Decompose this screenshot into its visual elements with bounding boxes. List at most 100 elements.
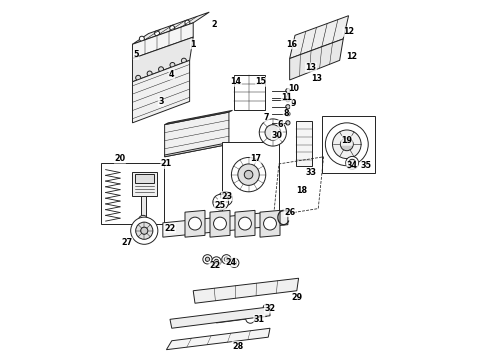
- Polygon shape: [235, 210, 255, 237]
- Circle shape: [214, 217, 226, 230]
- Circle shape: [222, 195, 229, 202]
- Circle shape: [205, 257, 210, 261]
- Circle shape: [286, 96, 290, 100]
- Text: 13: 13: [306, 63, 317, 72]
- Circle shape: [230, 258, 239, 267]
- Text: 35: 35: [361, 161, 372, 170]
- Polygon shape: [132, 12, 209, 44]
- Circle shape: [341, 138, 353, 151]
- Circle shape: [214, 259, 219, 264]
- Circle shape: [263, 304, 270, 311]
- Text: 30: 30: [271, 131, 283, 140]
- Polygon shape: [132, 23, 193, 59]
- Text: 31: 31: [254, 315, 265, 324]
- Circle shape: [212, 257, 221, 266]
- Text: 19: 19: [342, 136, 352, 145]
- Polygon shape: [290, 16, 348, 59]
- Text: 5: 5: [133, 50, 139, 59]
- Polygon shape: [165, 112, 229, 157]
- Text: 4: 4: [169, 70, 174, 79]
- Circle shape: [264, 217, 276, 230]
- Text: 16: 16: [286, 40, 297, 49]
- Bar: [234, 75, 265, 111]
- Circle shape: [348, 159, 356, 166]
- Circle shape: [185, 20, 190, 25]
- Circle shape: [286, 105, 290, 109]
- Circle shape: [136, 75, 141, 80]
- Text: 21: 21: [161, 159, 172, 168]
- Text: 2: 2: [212, 20, 218, 29]
- Text: 26: 26: [284, 208, 295, 217]
- Text: 13: 13: [311, 74, 322, 83]
- Text: 23: 23: [221, 192, 233, 201]
- Circle shape: [238, 164, 259, 185]
- Circle shape: [147, 71, 152, 76]
- Text: 11: 11: [281, 93, 293, 102]
- Text: 7: 7: [264, 113, 269, 122]
- Circle shape: [259, 119, 287, 146]
- Circle shape: [346, 157, 359, 169]
- Bar: [101, 163, 164, 224]
- Circle shape: [181, 58, 186, 63]
- Circle shape: [232, 261, 237, 265]
- Polygon shape: [193, 278, 298, 303]
- Polygon shape: [296, 121, 312, 166]
- Text: 29: 29: [291, 293, 302, 302]
- Circle shape: [265, 125, 281, 140]
- Text: 32: 32: [265, 304, 275, 313]
- Text: 18: 18: [296, 186, 308, 195]
- Circle shape: [245, 170, 253, 179]
- Polygon shape: [132, 37, 193, 82]
- Circle shape: [131, 217, 158, 244]
- Polygon shape: [165, 143, 229, 157]
- Circle shape: [139, 215, 148, 225]
- Text: 9: 9: [291, 99, 296, 108]
- Text: 14: 14: [231, 77, 242, 86]
- Circle shape: [170, 63, 175, 67]
- Text: 33: 33: [306, 168, 317, 177]
- Circle shape: [141, 227, 148, 234]
- Circle shape: [159, 67, 164, 72]
- Text: 6: 6: [278, 120, 284, 129]
- Text: 3: 3: [158, 97, 164, 106]
- Circle shape: [286, 89, 290, 93]
- Polygon shape: [217, 310, 268, 323]
- Polygon shape: [132, 60, 190, 123]
- Circle shape: [154, 31, 160, 36]
- Text: 12: 12: [346, 52, 358, 61]
- Polygon shape: [210, 210, 230, 237]
- Circle shape: [189, 217, 201, 230]
- Polygon shape: [163, 210, 288, 237]
- Circle shape: [231, 157, 266, 192]
- Circle shape: [286, 98, 290, 102]
- Text: 24: 24: [225, 258, 236, 267]
- Circle shape: [136, 222, 153, 239]
- Circle shape: [333, 130, 361, 158]
- Circle shape: [245, 314, 255, 323]
- Text: 8: 8: [283, 109, 289, 118]
- Text: 27: 27: [122, 238, 133, 247]
- Circle shape: [286, 121, 290, 125]
- Text: 22: 22: [164, 224, 175, 233]
- Polygon shape: [290, 39, 343, 80]
- Text: 15: 15: [256, 77, 267, 86]
- Text: 1: 1: [191, 40, 196, 49]
- Circle shape: [213, 194, 228, 210]
- Polygon shape: [260, 210, 280, 237]
- Text: 28: 28: [232, 342, 244, 351]
- Circle shape: [224, 257, 228, 261]
- Circle shape: [239, 217, 251, 230]
- Circle shape: [218, 192, 232, 206]
- Text: 10: 10: [288, 84, 299, 93]
- Circle shape: [325, 123, 368, 166]
- Text: 12: 12: [343, 27, 354, 36]
- Circle shape: [139, 36, 145, 41]
- Circle shape: [286, 112, 290, 116]
- Polygon shape: [222, 143, 279, 216]
- Text: 34: 34: [346, 161, 358, 170]
- Polygon shape: [185, 210, 205, 237]
- Text: 22: 22: [209, 261, 220, 270]
- Bar: [132, 172, 157, 196]
- Polygon shape: [322, 116, 375, 173]
- Circle shape: [203, 255, 212, 264]
